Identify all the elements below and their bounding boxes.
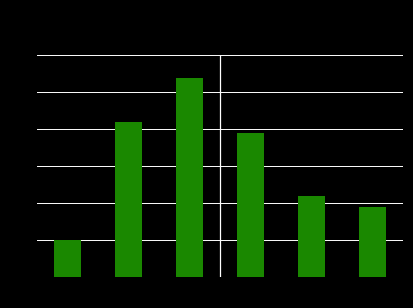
Bar bbox=[115, 122, 142, 277]
Bar bbox=[237, 133, 264, 277]
Bar bbox=[54, 240, 81, 277]
Bar bbox=[358, 207, 386, 277]
Bar bbox=[298, 196, 325, 277]
Bar bbox=[176, 78, 203, 277]
